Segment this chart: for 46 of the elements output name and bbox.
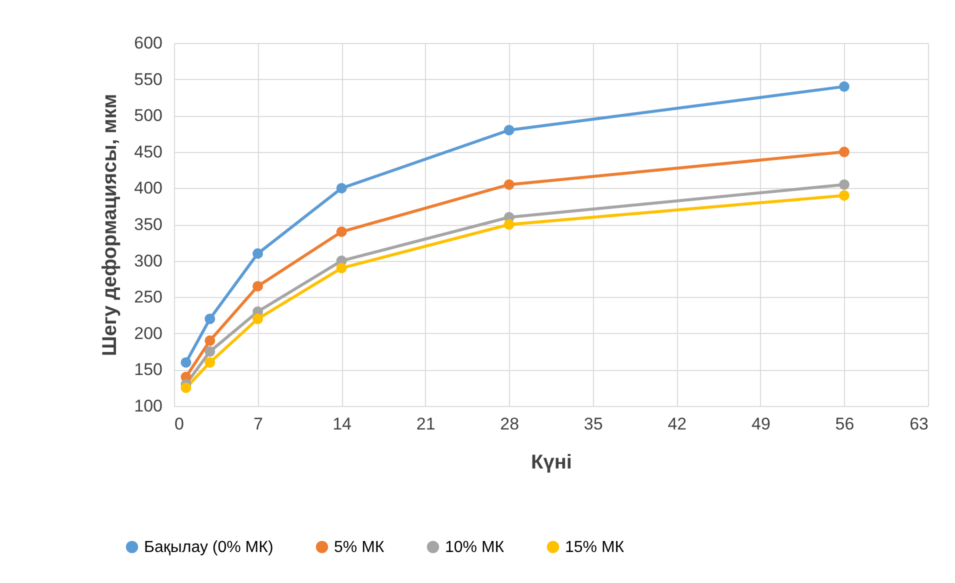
y-tick-label: 250 xyxy=(134,288,162,307)
point xyxy=(336,226,347,237)
point xyxy=(838,146,850,158)
y-tick-label: 350 xyxy=(134,215,162,234)
point xyxy=(504,179,514,190)
legend-label: 5% МК xyxy=(334,539,385,556)
y-tick-label: 550 xyxy=(134,70,162,89)
y-tick-label: 150 xyxy=(134,360,162,380)
point xyxy=(336,182,347,194)
point xyxy=(252,280,264,292)
point xyxy=(180,382,192,394)
y-tick-label: 600 xyxy=(134,34,162,52)
point xyxy=(180,357,192,368)
y-tick-label: 500 xyxy=(134,106,162,126)
y-tick-label: 100 xyxy=(134,396,162,416)
point xyxy=(838,81,850,92)
x-tick-label: 56 xyxy=(835,414,854,434)
point xyxy=(252,248,264,259)
x-tick-label: 49 xyxy=(751,414,770,434)
x-tick-label: 0 xyxy=(174,414,184,434)
y-tick-label: 300 xyxy=(134,251,162,270)
x-tick-label: 7 xyxy=(254,414,264,434)
x-tick-label: 14 xyxy=(332,414,352,434)
x-axis-title: Күні xyxy=(531,452,572,474)
point xyxy=(204,314,216,324)
x-tick-label: 63 xyxy=(910,414,928,434)
point xyxy=(252,314,264,324)
legend-label: Бақылау (0% МК) xyxy=(144,539,274,556)
point xyxy=(204,357,216,368)
x-tick-label: 35 xyxy=(584,414,603,434)
y-tick-label: 200 xyxy=(134,324,162,343)
y-tick-label: 450 xyxy=(134,142,162,162)
point xyxy=(838,190,850,201)
y-axis-title: Шегу деформациясы, мкм xyxy=(99,94,122,356)
point xyxy=(838,179,850,190)
point xyxy=(204,346,216,357)
point xyxy=(504,219,514,230)
x-tick-label: 42 xyxy=(668,414,687,434)
legend-label: 10% МК xyxy=(445,539,505,556)
point xyxy=(204,335,216,346)
x-tick-label: 21 xyxy=(416,414,436,434)
x-tick-label: 28 xyxy=(500,414,520,434)
y-tick-label: 400 xyxy=(134,178,162,198)
legend-label: 15% МК xyxy=(565,539,625,556)
point xyxy=(336,262,347,274)
point xyxy=(504,124,514,136)
